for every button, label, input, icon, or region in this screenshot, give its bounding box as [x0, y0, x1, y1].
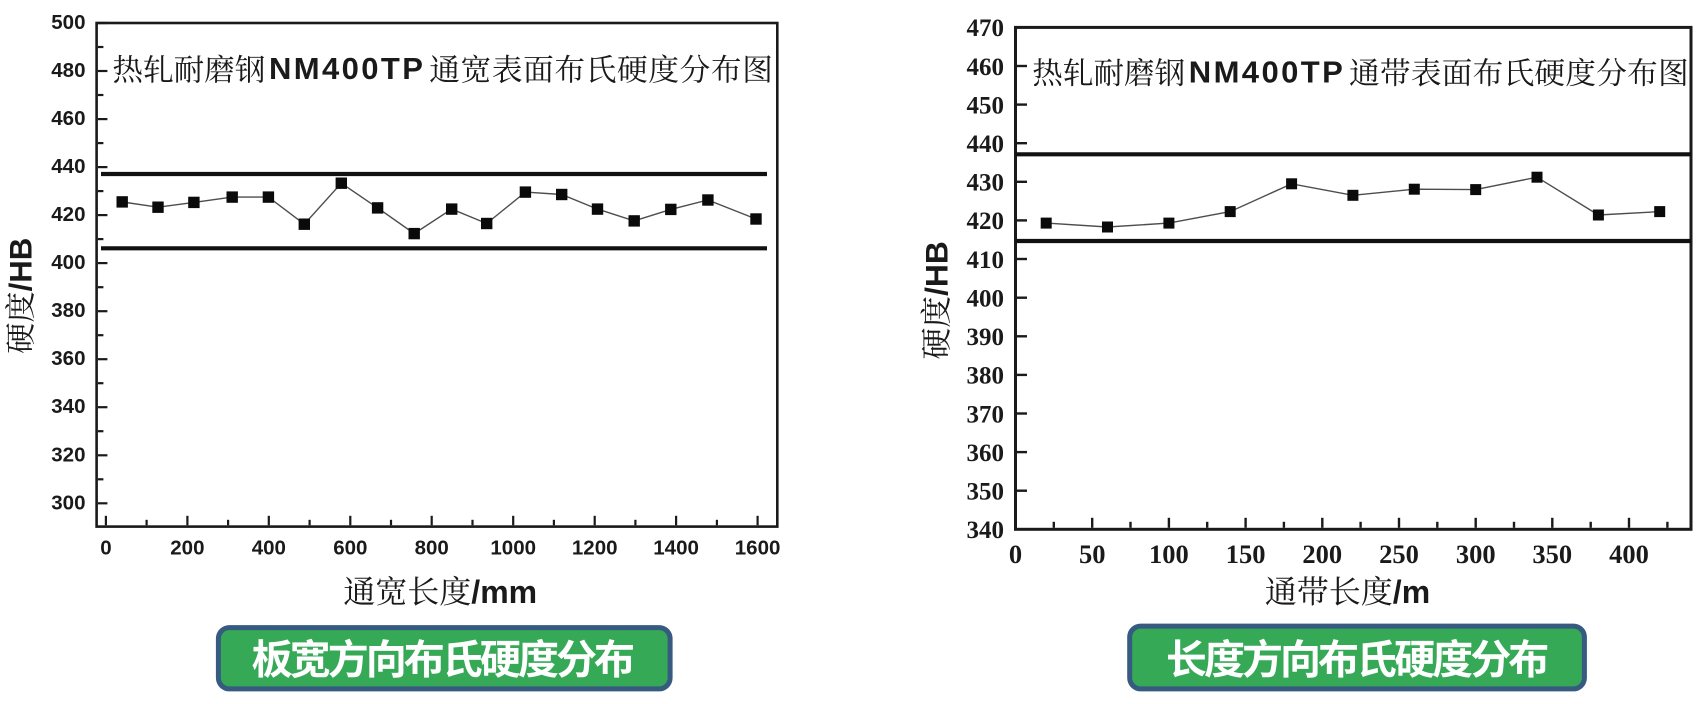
svg-text:320: 320	[51, 443, 85, 466]
svg-text:NM400TP: NM400TP	[1189, 54, 1345, 89]
svg-text:200: 200	[1302, 539, 1342, 569]
svg-text:470: 470	[967, 15, 1005, 42]
svg-text:370: 370	[967, 401, 1005, 428]
svg-text:1200: 1200	[572, 537, 618, 560]
svg-text:/HB: /HB	[4, 238, 39, 292]
svg-text:300: 300	[51, 491, 85, 514]
svg-text:430: 430	[967, 170, 1005, 197]
svg-text:350: 350	[967, 479, 1005, 506]
svg-text:1400: 1400	[653, 537, 699, 560]
svg-text:420: 420	[51, 203, 85, 226]
svg-text:1000: 1000	[490, 537, 536, 560]
svg-text:800: 800	[415, 537, 449, 560]
svg-text:340: 340	[967, 517, 1005, 544]
svg-text:200: 200	[170, 537, 204, 560]
svg-text:/HB: /HB	[919, 241, 955, 296]
svg-text:/mm: /mm	[471, 574, 537, 610]
svg-text:480: 480	[51, 59, 85, 82]
svg-text:600: 600	[333, 537, 367, 560]
svg-text:0: 0	[100, 537, 111, 560]
svg-text:360: 360	[967, 440, 1005, 467]
svg-text:340: 340	[51, 395, 85, 418]
svg-text:380: 380	[967, 363, 1005, 390]
svg-text:50: 50	[1079, 539, 1106, 569]
svg-text:390: 390	[967, 324, 1005, 351]
svg-text:440: 440	[967, 131, 1005, 158]
svg-text:460: 460	[967, 54, 1005, 81]
svg-text:400: 400	[252, 537, 286, 560]
svg-text:380: 380	[51, 299, 85, 322]
svg-text:400: 400	[51, 251, 85, 274]
svg-text:1600: 1600	[735, 537, 781, 560]
svg-text:410: 410	[967, 247, 1005, 274]
svg-text:0: 0	[1009, 539, 1022, 569]
svg-text:350: 350	[1532, 539, 1572, 569]
svg-text:460: 460	[51, 107, 85, 130]
svg-text:NM400TP: NM400TP	[269, 51, 425, 86]
svg-text:250: 250	[1379, 539, 1419, 569]
svg-text:500: 500	[51, 11, 85, 34]
svg-text:100: 100	[1149, 539, 1189, 569]
svg-text:400: 400	[967, 286, 1005, 313]
svg-text:360: 360	[51, 347, 85, 370]
svg-text:450: 450	[967, 92, 1005, 119]
svg-text:300: 300	[1456, 539, 1496, 569]
svg-text:/m: /m	[1393, 574, 1430, 610]
svg-text:400: 400	[1609, 539, 1649, 569]
svg-text:420: 420	[967, 208, 1005, 235]
svg-text:440: 440	[51, 155, 85, 178]
svg-text:150: 150	[1226, 539, 1266, 569]
